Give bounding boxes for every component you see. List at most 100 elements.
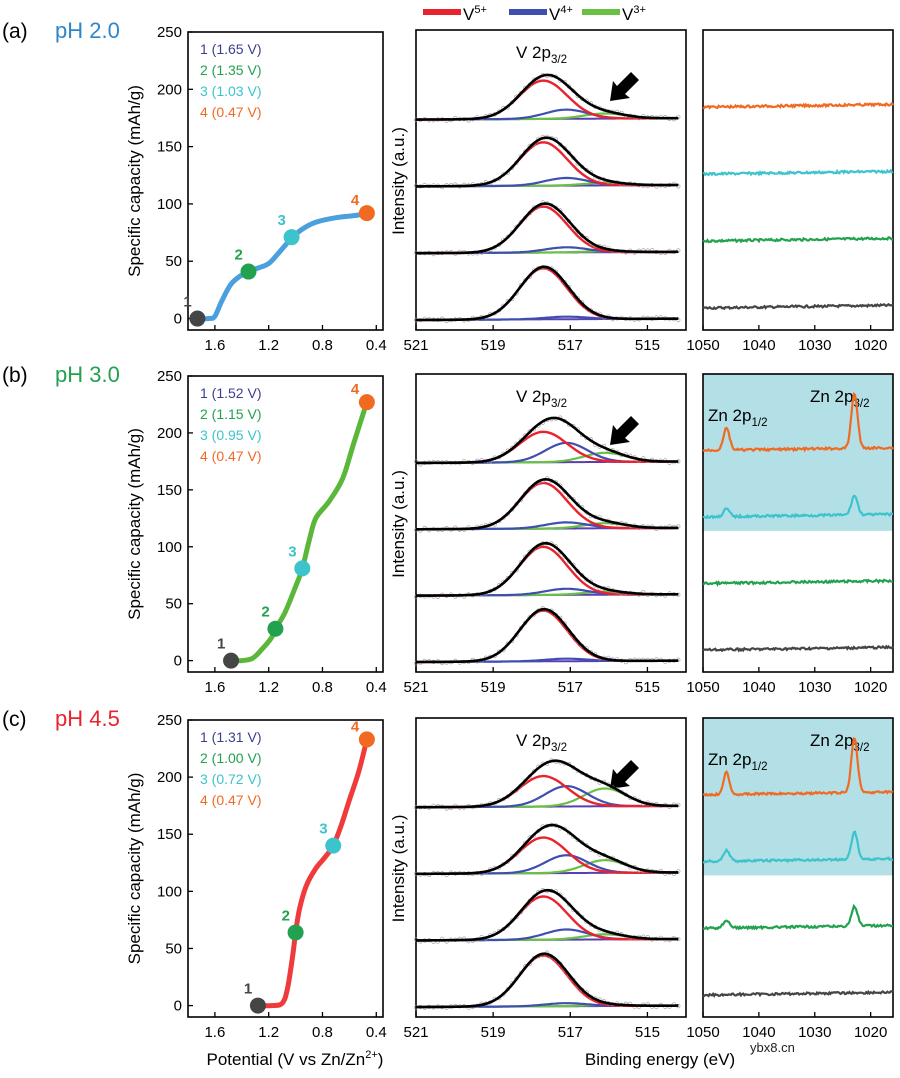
envelope-fit (416, 73, 679, 121)
raw-data-point (676, 317, 681, 323)
xps-spectrum-4 (413, 415, 681, 467)
envelope-fit (416, 607, 679, 664)
x-tick-label: 1020 (854, 337, 887, 354)
state-point-label: 2 (282, 907, 290, 924)
state-point-1 (249, 997, 266, 1014)
v5-component (416, 267, 679, 322)
x-tick-label: 1020 (854, 1024, 887, 1041)
state-point-3 (283, 229, 300, 246)
x-tick-label: 1.6 (204, 1024, 225, 1041)
xps-spectrum-3 (413, 822, 681, 878)
zn-spectrum-4 (702, 391, 894, 453)
state-point-label: 4 (351, 718, 360, 735)
zn-shaded-region (703, 718, 893, 876)
v5-component (416, 205, 679, 255)
capacity-curve (194, 210, 370, 322)
zn-spectrum-3 (702, 494, 894, 520)
y-tick-label: 0 (174, 311, 182, 328)
state-point-1 (223, 652, 240, 669)
y-tick-label: 50 (165, 253, 182, 270)
panel-2: (b) pH 3.0 0 50 100 150 200 250 1.6 1.2 0.8 0.4 Spec… (2, 362, 894, 696)
xps-spectrum-1 (413, 264, 681, 324)
x-tick-label: 521 (403, 1024, 428, 1041)
x-tick-label: 521 (403, 679, 428, 696)
v5-component (416, 481, 679, 531)
envelope-fit (416, 202, 679, 255)
x-tick-label: 1030 (798, 337, 831, 354)
y-tick-label: 100 (157, 539, 182, 556)
state-point-label: 4 (351, 381, 360, 398)
panel-3: (c) pH 4.5 0 50 100 150 200 250 1.6 1.2 0.8 0.4 Spec… (2, 706, 894, 1041)
panel-title: pH 3.0 (55, 362, 120, 387)
envelope-fit (416, 416, 679, 465)
state-point-label: 3 (278, 212, 286, 229)
plot-frame (187, 719, 384, 1018)
xps-spectrum-2 (413, 887, 681, 944)
state-point-2 (287, 924, 304, 941)
x-tick-label: 0.8 (312, 1024, 333, 1041)
state-point-label: 1 (244, 981, 252, 998)
x-tick-label: 521 (403, 337, 428, 354)
y-tick-label: 200 (157, 769, 182, 786)
xps-spectrum-1 (413, 950, 681, 1010)
plot-frame (415, 717, 687, 1018)
legend-v4: V4+ (509, 4, 573, 24)
zn-spectrum-3 (702, 168, 894, 177)
left-xlabel: Potential (V vs Zn/Zn2+) (207, 1049, 384, 1069)
envelope-fit (416, 888, 679, 942)
x-tick-label: 519 (481, 337, 506, 354)
x-tick-label: 515 (635, 679, 660, 696)
voltage-annotation: 1 (1.31 V) (200, 729, 261, 745)
x-tick-label: 517 (558, 337, 583, 354)
voltage-annotation: 1 (1.52 V) (200, 385, 261, 401)
y-tick-label: 150 (157, 826, 182, 843)
y-tick-label: 200 (157, 425, 182, 442)
plot-frame (187, 31, 384, 331)
state-point-1 (189, 310, 206, 327)
capacity-curve (228, 399, 370, 664)
xps-spectrum-1 (413, 606, 681, 666)
y-tick-label: 50 (165, 940, 182, 957)
zn-spectrum-2 (702, 578, 893, 587)
y-tick-label: 50 (165, 596, 182, 613)
state-point-label: 1 (183, 294, 191, 311)
y-tick-label: 0 (174, 998, 182, 1015)
legend: V5+ V4+ V3+ (423, 4, 646, 24)
plot-frame (702, 717, 894, 1018)
v5-component (416, 954, 679, 1009)
svg-text:V3+: V3+ (622, 4, 646, 24)
state-point-2 (267, 620, 284, 637)
xps-zn2p-plot: 1050 1040 1030 1020 (686, 29, 894, 354)
v2p-label: V 2p3/2 (516, 731, 567, 754)
panel-title: pH 2.0 (55, 18, 120, 43)
y-tick-label: 0 (174, 653, 182, 670)
y-axis-label: Intensity (a.u.) (389, 127, 408, 235)
zn2p12-label: Zn 2p1/2 (708, 406, 768, 429)
y-tick-label: 100 (157, 883, 182, 900)
voltage-annotation: 3 (0.95 V) (200, 427, 261, 443)
x-tick-label: 0.4 (366, 679, 387, 696)
envelope-fit (416, 136, 679, 188)
plot-frame (702, 373, 894, 673)
xps-spectrum-2 (413, 200, 681, 257)
plot-frame (702, 29, 894, 331)
voltage-annotation: 3 (1.03 V) (200, 83, 261, 99)
x-tick-label: 1040 (742, 337, 775, 354)
voltage-annotation: 1 (1.65 V) (200, 41, 261, 57)
state-point-label: 2 (261, 604, 269, 621)
capacity-curve (255, 736, 370, 1009)
x-tick-label: 0.8 (312, 679, 333, 696)
capacity-plot: 0 50 100 150 200 250 1.6 1.2 0.8 0.4 Specific capa… (125, 24, 387, 354)
voltage-annotation: 2 (1.35 V) (200, 62, 261, 78)
x-tick-label: 0.4 (366, 337, 387, 354)
voltage-annotation: 4 (0.47 V) (200, 104, 261, 120)
zn-spectrum-4 (702, 737, 894, 798)
voltage-annotation: 3 (0.72 V) (200, 771, 261, 787)
xps-spectrum-2 (413, 541, 681, 600)
x-tick-label: 1030 (798, 1024, 831, 1041)
panel-label: (a) (2, 20, 28, 43)
x-tick-label: 519 (481, 1024, 506, 1041)
xps-spectrum-3 (413, 476, 681, 533)
panel-1: (a) pH 2.0 0 50 100 150 200 250 1.6 1.2 0.8 0.4 Spec… (2, 18, 894, 354)
